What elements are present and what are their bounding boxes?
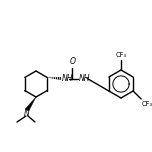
Text: NH: NH: [79, 74, 91, 83]
Text: NH: NH: [62, 74, 74, 83]
Text: CF₃: CF₃: [116, 52, 126, 58]
Text: O: O: [69, 57, 75, 66]
Polygon shape: [25, 97, 36, 111]
Text: N: N: [24, 109, 30, 119]
Text: CF₃: CF₃: [142, 101, 152, 107]
